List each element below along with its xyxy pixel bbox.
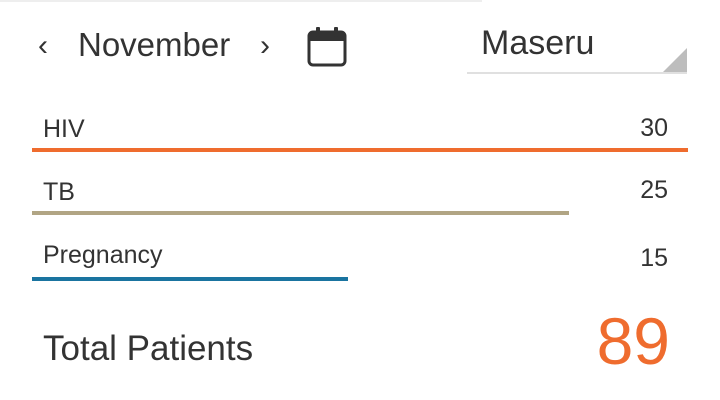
- stat-label-hiv: HIV: [43, 115, 85, 143]
- stat-bar-pregnancy: [32, 277, 348, 281]
- stat-value-tb: 25: [640, 176, 668, 204]
- top-divider: [0, 0, 482, 2]
- stat-label-pregnancy: Pregnancy: [43, 241, 163, 269]
- total-patients-value: 89: [596, 304, 670, 378]
- location-dropdown[interactable]: Maseru: [467, 18, 687, 74]
- month-label: November: [78, 26, 231, 63]
- stat-value-pregnancy: 15: [640, 244, 668, 272]
- stat-bar-hiv: [32, 148, 688, 152]
- chevron-right-icon[interactable]: ›: [260, 29, 270, 62]
- stat-label-tb: TB: [43, 178, 75, 206]
- stat-value-hiv: 30: [640, 114, 668, 142]
- calendar-icon[interactable]: [306, 26, 348, 68]
- chevron-left-icon[interactable]: ‹: [38, 29, 48, 62]
- stat-bar-tb: [32, 211, 569, 215]
- dropdown-corner-icon: [663, 48, 687, 72]
- total-patients-label: Total Patients: [43, 329, 254, 368]
- location-selected-value: Maseru: [481, 24, 595, 62]
